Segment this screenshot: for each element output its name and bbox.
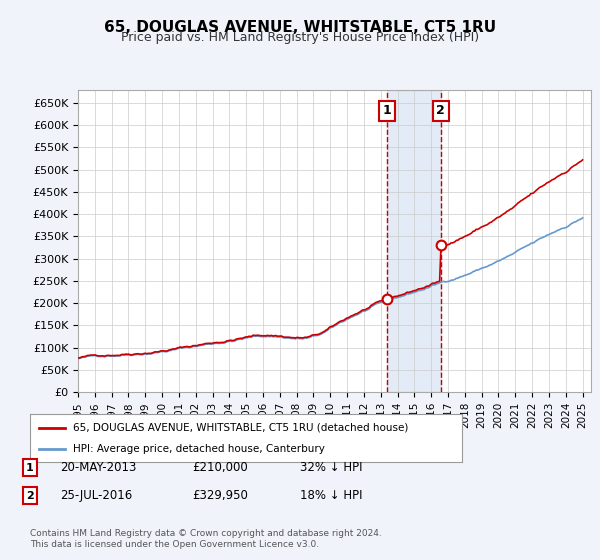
Text: 65, DOUGLAS AVENUE, WHITSTABLE, CT5 1RU (detached house): 65, DOUGLAS AVENUE, WHITSTABLE, CT5 1RU … xyxy=(73,423,409,433)
Text: Price paid vs. HM Land Registry's House Price Index (HPI): Price paid vs. HM Land Registry's House … xyxy=(121,31,479,44)
Text: £210,000: £210,000 xyxy=(192,461,248,474)
Text: 2: 2 xyxy=(436,104,445,117)
Text: HPI: Average price, detached house, Canterbury: HPI: Average price, detached house, Cant… xyxy=(73,444,325,454)
Text: £329,950: £329,950 xyxy=(192,489,248,502)
Text: 65, DOUGLAS AVENUE, WHITSTABLE, CT5 1RU: 65, DOUGLAS AVENUE, WHITSTABLE, CT5 1RU xyxy=(104,20,496,35)
Text: 2: 2 xyxy=(26,491,34,501)
Text: 1: 1 xyxy=(26,463,34,473)
Text: 25-JUL-2016: 25-JUL-2016 xyxy=(60,489,132,502)
Bar xyxy=(387,90,440,392)
Text: Contains HM Land Registry data © Crown copyright and database right 2024.
This d: Contains HM Land Registry data © Crown c… xyxy=(30,529,382,549)
Text: 18% ↓ HPI: 18% ↓ HPI xyxy=(300,489,362,502)
Text: 32% ↓ HPI: 32% ↓ HPI xyxy=(300,461,362,474)
Text: 1: 1 xyxy=(383,104,392,117)
Text: 20-MAY-2013: 20-MAY-2013 xyxy=(60,461,136,474)
